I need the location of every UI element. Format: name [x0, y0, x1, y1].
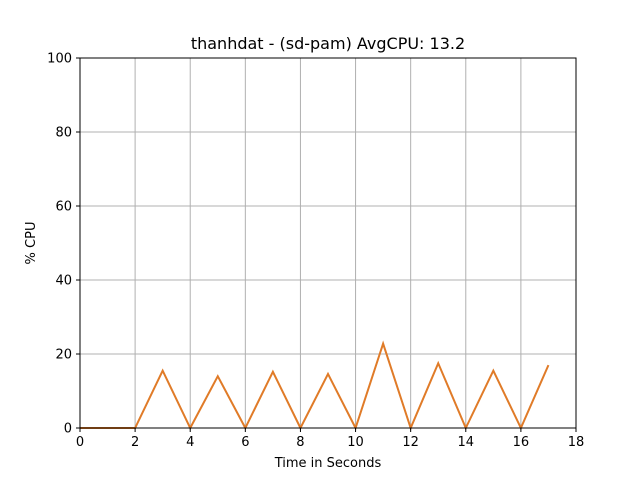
y-tick-label: 80 [55, 126, 72, 141]
data-point [162, 370, 163, 371]
y-tick-label: 40 [55, 274, 72, 289]
x-tick-label: 12 [402, 435, 419, 450]
y-tick-label: 60 [55, 200, 72, 215]
data-point [548, 365, 549, 366]
x-tick-label: 14 [458, 435, 475, 450]
series-layer [80, 340, 550, 431]
y-tick-label: 100 [47, 52, 72, 67]
data-point [383, 343, 384, 344]
x-tick-label: 16 [513, 435, 530, 450]
chart-title: thanhdat - (sd-pam) AvgCPU: 13.2 [191, 34, 465, 53]
series-line-0 [80, 340, 550, 431]
x-tick-label: 18 [568, 435, 585, 450]
x-tick-label: 8 [296, 435, 304, 450]
x-tick-label: 4 [186, 435, 194, 450]
data-point [493, 370, 494, 371]
x-tick-label: 10 [347, 435, 364, 450]
x-tick-label: 2 [131, 435, 139, 450]
plot-area-frame [79, 57, 577, 429]
data-point [328, 373, 329, 374]
x-tick-label: 6 [241, 435, 249, 450]
x-axis-label: Time in Seconds [274, 456, 382, 471]
data-point [217, 376, 218, 377]
y-axis-ticks: 0 20 40 60 80 100 [47, 52, 80, 437]
y-axis-label: % CPU [24, 222, 39, 265]
data-point [438, 363, 439, 364]
x-axis-ticks: 0 2 4 6 8 10 12 14 16 18 [76, 428, 584, 450]
y-tick-label: 0 [64, 422, 72, 437]
x-tick-label: 0 [76, 435, 84, 450]
data-point [272, 371, 273, 372]
y-tick-label: 20 [55, 348, 72, 363]
